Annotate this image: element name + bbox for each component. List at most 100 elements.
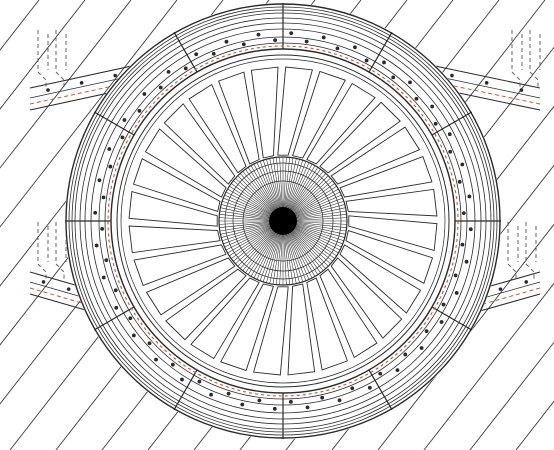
ring-bolt [448, 149, 453, 154]
hub-spoke [294, 225, 343, 245]
hub-spoke [250, 231, 278, 277]
hatch-line [0, 0, 132, 169]
ring-bolt [364, 58, 369, 63]
ring-segment-joints [65, 3, 501, 439]
dashed-post [525, 222, 537, 280]
hatch-line [423, 282, 554, 450]
ring-bolt [461, 211, 466, 216]
hub-spoke [256, 162, 279, 211]
hub-spoke [288, 163, 313, 211]
hub-spoke [219, 221, 272, 228]
hub-spoke [247, 167, 277, 212]
ring-bolt [441, 302, 446, 307]
hub-spoke [293, 191, 341, 216]
hub-spoke [294, 214, 347, 221]
radial-blade [306, 277, 348, 371]
hub-spoke [283, 157, 287, 210]
hub-spoke [269, 232, 281, 284]
hub-spoke [290, 173, 327, 213]
ring-bolt [403, 352, 408, 357]
hub-spoke [287, 231, 310, 280]
beam-bolt [113, 73, 117, 78]
hub-spoke [283, 232, 287, 285]
radial-blade [330, 126, 421, 185]
hub-spoke [219, 221, 272, 225]
hub-spoke [253, 231, 278, 279]
hub-spoke [288, 231, 316, 277]
hub-spoke [294, 224, 344, 242]
hub-spoke [292, 180, 333, 214]
hub-spoke [223, 225, 272, 245]
segment-joint [431, 306, 473, 331]
segment-joint [173, 369, 198, 411]
hub-spoke [235, 177, 275, 214]
hub-spoke [224, 225, 273, 248]
ring-bolt [350, 386, 355, 391]
ring-bolt [453, 273, 458, 278]
ring-bolt [114, 305, 119, 310]
ring-bolt [104, 258, 109, 263]
hub-spoke [285, 158, 297, 210]
radial-blade [339, 156, 433, 198]
post-outline [37, 222, 47, 280]
beam-bolt [484, 81, 489, 85]
dashed-accent-ring [107, 45, 459, 397]
hub-spoke [284, 232, 294, 285]
hub-spoke [239, 173, 276, 213]
radial-blade [330, 257, 403, 339]
post-outline [55, 222, 65, 280]
hub-spoke [266, 159, 281, 210]
ring-bolt [257, 398, 262, 403]
ring-bolt [154, 357, 158, 362]
radial-blade [220, 283, 274, 372]
ring-bolt [101, 275, 106, 280]
hub-spoke [294, 204, 345, 219]
beam-bolt [450, 73, 454, 78]
ring-bolt [180, 377, 184, 382]
hub-spoke [247, 230, 277, 275]
hub-spoke [294, 223, 345, 238]
radial-blades [116, 54, 450, 388]
hub-spoke [294, 207, 346, 219]
hub-spoke [293, 194, 342, 217]
dashed-post [511, 30, 523, 88]
ring-bolt [460, 242, 465, 247]
radial-blade [132, 158, 221, 212]
ring-bolt [414, 96, 419, 101]
ring-bolt [419, 346, 424, 350]
hub-spoke [229, 227, 274, 257]
radial-blade [319, 101, 401, 174]
hub-spoke [292, 228, 333, 262]
radial-blade [348, 215, 438, 251]
radial-blade [345, 230, 434, 284]
hub-spoke [245, 169, 277, 212]
ring-bolt [460, 162, 465, 167]
ring-bolt [94, 243, 99, 248]
hub-spoke [291, 228, 331, 265]
radial-blade [345, 188, 438, 217]
hub-spoke [285, 232, 297, 284]
accent-circle [107, 45, 459, 397]
ring-bolt [304, 39, 309, 44]
hub-spoke [256, 231, 279, 280]
hub-spoke [262, 232, 280, 282]
radial-blade [218, 71, 260, 165]
bolt-circle [93, 31, 473, 411]
radial-blade [319, 268, 378, 359]
inner-ring [116, 54, 450, 388]
radial-blade [128, 225, 221, 254]
ring-bolt [137, 108, 142, 113]
hub-spoke [283, 157, 290, 210]
radial-blade [339, 244, 422, 314]
hub-spoke [219, 214, 272, 221]
radial-blade [128, 191, 218, 227]
ring-bolt [122, 118, 127, 122]
ring-bolt [108, 164, 113, 169]
hub-spoke [285, 159, 300, 210]
radial-blade [253, 286, 289, 376]
dashed-post [37, 222, 49, 280]
hub-spoke [291, 175, 329, 213]
ring-bolt [464, 259, 469, 264]
ring-bolt [378, 371, 383, 376]
ring-bolt [433, 121, 438, 126]
